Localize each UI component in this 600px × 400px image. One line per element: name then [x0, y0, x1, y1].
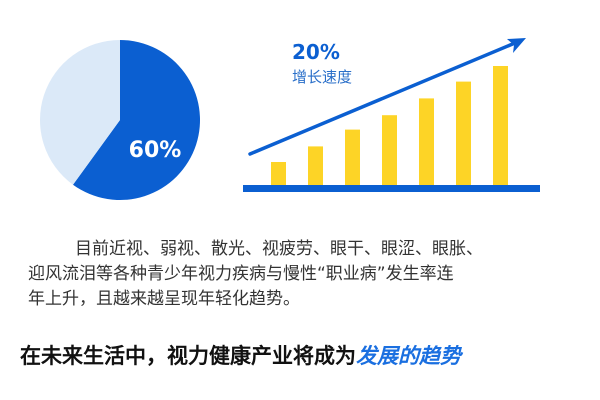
bar	[345, 129, 360, 186]
headline-highlight: 发展的趋势	[356, 344, 461, 368]
pie-slice	[72, 40, 201, 201]
description-paragraph: 目前近视、弱视、散光、视疲劳、眼干、眼涩、眼胀、 迎风流泪等各种青少年视力疾病与…	[28, 237, 588, 312]
bar	[382, 115, 397, 186]
headline: 在未来生活中，视力健康产业将成为发展的趋势	[20, 340, 461, 370]
trend-arrow-line	[248, 41, 517, 156]
paragraph-line: 迎风流泪等各种青少年视力疾病与慢性“职业病”发生率连	[28, 264, 454, 284]
paragraph-line: 目前近视、弱视、散光、视疲劳、眼干、眼涩、眼胀、	[75, 239, 483, 259]
paragraph-line: 年上升，且越来越呈现年轻化趋势。	[28, 289, 300, 309]
pie-slice-label: 60%	[129, 138, 182, 163]
pie-slice	[40, 40, 120, 185]
headline-main: 在未来生活中，视力健康产业将成为	[20, 344, 356, 368]
bar	[308, 146, 323, 186]
infographic-charts: 60% 20% 增长速度	[40, 38, 540, 201]
bar-chart: 20% 增长速度	[243, 38, 540, 192]
bar	[456, 81, 471, 186]
baseline-axis	[243, 185, 540, 192]
growth-value: 20%	[292, 40, 340, 64]
bar	[493, 66, 508, 186]
growth-label: 增长速度	[292, 68, 352, 86]
bar	[271, 162, 286, 186]
pie-chart: 60%	[40, 40, 201, 201]
bar	[419, 98, 434, 186]
arrow-head-icon	[507, 38, 526, 53]
